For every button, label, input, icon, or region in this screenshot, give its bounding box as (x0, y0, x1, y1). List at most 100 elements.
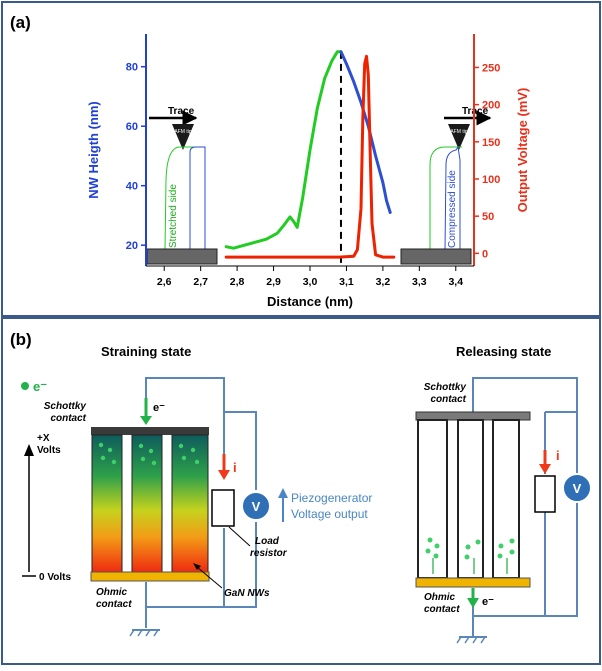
right-inset: Trace AFM tip Compressed side (400, 106, 492, 265)
right-tick-label: 0 (482, 248, 488, 260)
piezo-label-1: Piezogenerator (291, 491, 372, 505)
electron-dots-left (98, 442, 200, 466)
gan-pointer-line (196, 566, 223, 589)
releasing-title: Releasing state (456, 344, 551, 359)
load-resistor-label-1: Load (255, 536, 280, 547)
x-tick-label: 3,2 (376, 276, 391, 288)
compressed-side-label: Compressed side (447, 170, 458, 248)
load-resistor-left (211, 489, 235, 527)
left-tick-label: 20 (126, 240, 138, 252)
x-tick-label: 2,6 (157, 276, 172, 288)
electron-arrow-right-icon (467, 598, 479, 608)
panel-b-label: (b) (10, 330, 32, 349)
gan-label: GaN NWs (224, 588, 270, 599)
straining-state-diagram: Straining state e⁻ Schottky contact (21, 344, 372, 637)
circuit-wire-right (472, 411, 578, 636)
circuit-wire-meter (224, 522, 257, 608)
x-tick-label: 2,7 (193, 276, 208, 288)
compressed-nw-outline (444, 145, 461, 251)
current-label-left: i (233, 460, 237, 475)
left-inset: Trace AFM tip Stretched side (146, 106, 218, 265)
right-tick-label: 200 (482, 100, 500, 112)
schottky-label-left-2: contact (50, 413, 86, 424)
panel-b-frame (1, 317, 601, 665)
schottky-label-right-1: Schottky (424, 382, 467, 393)
ohmic-label-right-1: Ohmic (424, 592, 456, 603)
x-tick-label: 3,4 (448, 276, 463, 288)
panel-a-chart: 2,6 2,7 2,8 2,9 3,0 3,1 3,2 3,3 3,4 20 40 60 80 0 50 10… (86, 34, 530, 309)
electron-label-left: e⁻ (153, 402, 165, 414)
electron-flow-arrows-right (432, 558, 508, 574)
current-arrow-left-icon (218, 470, 230, 480)
left-axis-title: NW Heigth (nm) (86, 101, 101, 198)
nanowire-3 (171, 434, 209, 573)
afm-tip-right-icon (448, 124, 470, 150)
ohmic-electrode-right (415, 577, 531, 588)
schottky-electrode-left (91, 427, 209, 435)
afm-tip-left-icon (172, 124, 194, 150)
nanowire-5 (457, 419, 484, 579)
x-tick-label: 3,3 (412, 276, 427, 288)
left-tick-label: 80 (126, 62, 138, 74)
schottky-electrode-right (415, 411, 531, 421)
nw-outline-right (429, 146, 462, 250)
x-tick-label: 3,1 (339, 276, 354, 288)
trace-label-right: Trace (462, 106, 489, 117)
right-tick-label: 100 (482, 174, 500, 186)
right-axis-title: Output Voltage (mV) (515, 88, 530, 213)
stretched-nw-outline (164, 146, 200, 251)
voltmeter-left-icon (241, 491, 271, 521)
gan-pointer-arrowhead (193, 563, 201, 570)
left-tick-label: 60 (126, 121, 138, 133)
x-tick-label: 3,0 (303, 276, 318, 288)
nanowire-1 (91, 434, 123, 573)
load-resistor-right (534, 475, 556, 513)
series-line-3 (224, 54, 396, 259)
voltmeter-label-left: V (252, 499, 261, 514)
right-tick-label: 150 (482, 137, 500, 149)
x-axis-title: Distance (nm) (267, 294, 353, 309)
ground-icon-right (456, 636, 487, 644)
series-line-1 (224, 50, 343, 250)
ohmic-label-left-1: Ohmic (96, 587, 128, 598)
nanowire-2 (131, 434, 163, 573)
nw-outline-left (189, 146, 206, 250)
volts-top-label-2: Volts (37, 445, 61, 456)
electron-legend-label: e⁻ (33, 379, 47, 394)
voltmeter-right-icon (562, 473, 592, 503)
straining-title: Straining state (101, 344, 191, 359)
panel-a-label: (a) (10, 13, 31, 32)
volts-top-label-1: +X (37, 433, 50, 444)
ohmic-electrode-left (90, 571, 210, 582)
voltage-axis-arrow-icon (24, 444, 34, 456)
load-resistor-label-2: resistor (250, 548, 288, 559)
schottky-label-right-2: contact (430, 394, 466, 405)
electron-dots-right (425, 537, 515, 560)
piezo-arrow-icon (278, 488, 288, 498)
x-tick-label: 2,9 (266, 276, 281, 288)
ohmic-label-right-2: contact (424, 604, 460, 615)
piezo-label-2: Voltage output (291, 507, 368, 521)
right-tick-label: 250 (482, 62, 500, 74)
schottky-label-left-1: Schottky (44, 401, 87, 412)
substrate-left (146, 248, 218, 265)
circuit-wire-top (145, 377, 257, 490)
current-arrow-right-icon (539, 464, 551, 474)
right-tick-label: 50 (482, 211, 494, 223)
nanowire-4 (417, 419, 448, 579)
voltmeter-label-right: V (573, 481, 582, 496)
x-tick-label: 2,8 (230, 276, 245, 288)
left-tick-label: 40 (126, 181, 138, 193)
circuit-wire-top-right (472, 377, 578, 474)
current-label-right: i (556, 448, 560, 463)
stretched-side-label: Stretched side (168, 184, 179, 248)
nanowire-6 (492, 419, 520, 579)
electron-label-right: e⁻ (482, 596, 494, 608)
electron-arrow-left-icon (140, 416, 152, 425)
afm-tip-left-label: AFM tip (174, 129, 191, 135)
afm-tip-right-label: AFM tip (450, 129, 467, 135)
electron-legend-dot (21, 382, 29, 390)
ohmic-label-left-2: contact (96, 599, 132, 610)
